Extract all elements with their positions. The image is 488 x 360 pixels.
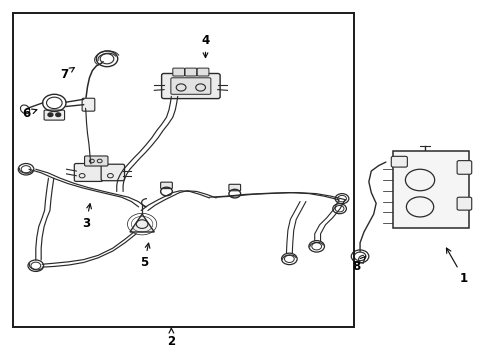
FancyBboxPatch shape xyxy=(392,151,468,228)
Text: 8: 8 xyxy=(352,256,365,273)
Text: 5: 5 xyxy=(140,243,150,269)
Text: 4: 4 xyxy=(201,33,209,58)
FancyBboxPatch shape xyxy=(170,78,210,94)
FancyBboxPatch shape xyxy=(101,164,124,181)
FancyBboxPatch shape xyxy=(74,163,102,181)
Polygon shape xyxy=(130,214,154,232)
Text: 2: 2 xyxy=(167,328,175,348)
FancyBboxPatch shape xyxy=(456,197,471,210)
Text: 7: 7 xyxy=(60,67,74,81)
FancyBboxPatch shape xyxy=(44,110,64,120)
FancyBboxPatch shape xyxy=(82,98,95,111)
FancyBboxPatch shape xyxy=(184,68,196,76)
FancyBboxPatch shape xyxy=(228,184,240,191)
FancyBboxPatch shape xyxy=(172,68,184,76)
Text: 6: 6 xyxy=(22,107,37,120)
Text: 1: 1 xyxy=(446,248,467,285)
Text: 3: 3 xyxy=(82,204,91,230)
FancyBboxPatch shape xyxy=(197,68,208,76)
FancyBboxPatch shape xyxy=(456,161,471,174)
FancyBboxPatch shape xyxy=(390,156,407,167)
Circle shape xyxy=(56,113,61,117)
FancyBboxPatch shape xyxy=(160,182,172,189)
FancyBboxPatch shape xyxy=(161,73,220,99)
Circle shape xyxy=(48,113,53,117)
Bar xyxy=(13,13,353,327)
FancyBboxPatch shape xyxy=(84,156,108,166)
